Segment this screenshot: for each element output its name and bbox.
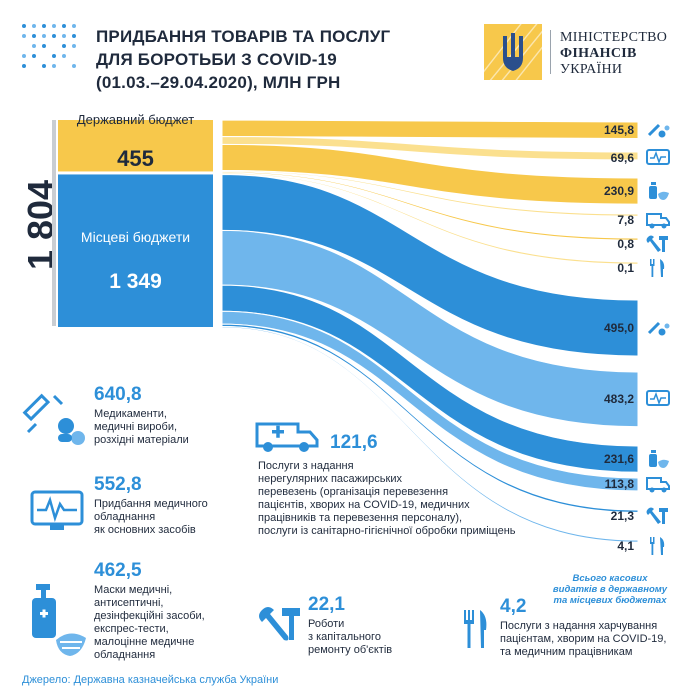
decor-dot bbox=[72, 64, 76, 68]
flow-value-label: 69,6 bbox=[610, 151, 634, 165]
decor-dot bbox=[72, 34, 76, 38]
flow-value-label: 483,2 bbox=[603, 392, 634, 407]
category-value-masks: 462,5 bbox=[94, 560, 142, 581]
heart-monitor-icon bbox=[646, 149, 670, 165]
logo-text-line3: УКРАЇНИ bbox=[560, 62, 623, 77]
flow-band bbox=[221, 173, 639, 357]
flow-value-label: 0,1 bbox=[617, 261, 634, 275]
repair-tools-icon bbox=[646, 507, 668, 524]
source-note: Джерело: Державна казначейська служба Ук… bbox=[22, 674, 279, 686]
flow-value-label: 113,8 bbox=[604, 477, 634, 491]
local-budgets-label: Місцеві бюджети bbox=[80, 229, 191, 245]
category-value-equipment: 552,8 bbox=[94, 474, 142, 495]
decor-dot bbox=[22, 64, 26, 68]
flow-value-label: 495,0 bbox=[603, 320, 634, 335]
flow-value-label: 0,8 bbox=[617, 237, 634, 251]
flow-band bbox=[221, 143, 639, 205]
flow-band bbox=[221, 135, 639, 161]
sanitizer-mask-icon bbox=[32, 584, 86, 656]
category-text-food: Послуги з надання харчування пацієнтам, … bbox=[500, 620, 667, 658]
decorative-dots bbox=[22, 24, 76, 68]
trident-emblem-icon bbox=[484, 24, 542, 80]
total-note: Всього касових видатків в державному та … bbox=[552, 573, 668, 606]
state-budget-value: 455 bbox=[117, 146, 154, 171]
sanitizer-mask-icon bbox=[649, 182, 669, 201]
logo-divider bbox=[550, 30, 551, 74]
sanitizer-mask-icon bbox=[649, 450, 669, 469]
decor-dot bbox=[42, 34, 46, 38]
category-text-masks: Маски медичні, антисептичні, дезінфекцій… bbox=[94, 584, 205, 661]
ambulance-icon bbox=[255, 422, 319, 452]
decor-dot bbox=[42, 64, 46, 68]
heart-monitor-icon bbox=[646, 390, 670, 407]
decor-dot bbox=[42, 44, 46, 48]
category-text-medicines: Медикаменти, медичні вироби, розхідні ма… bbox=[94, 408, 189, 446]
local-budgets-value: 1 349 bbox=[109, 270, 162, 293]
logo-text-line1: МІНІСТЕРСТВО bbox=[560, 30, 668, 45]
flow-value-label: 230,9 bbox=[603, 184, 634, 199]
decor-dot bbox=[32, 44, 36, 48]
flow-band bbox=[221, 284, 639, 473]
syringe-pills-icon bbox=[22, 393, 85, 445]
flow-band bbox=[221, 172, 639, 265]
repair-tools-icon bbox=[259, 607, 300, 641]
decor-dot bbox=[62, 54, 66, 58]
syringe-pills-icon bbox=[647, 124, 670, 138]
fork-knife-icon bbox=[650, 259, 665, 277]
page-title: ПРИДБАННЯ ТОВАРІВ ТА ПОСЛУГ ДЛЯ БОРОТЬБИ… bbox=[96, 27, 391, 92]
flow-value-label: 4,1 bbox=[617, 539, 634, 553]
flow-value-label: 7,8 bbox=[617, 213, 634, 227]
state-budget-label: Державний бюджет bbox=[76, 112, 195, 127]
logo-text-line2: ФІНАНСІВ bbox=[560, 46, 637, 61]
flow-band bbox=[221, 119, 639, 139]
fork-knife-icon bbox=[650, 537, 665, 555]
category-value-food: 4,2 bbox=[500, 596, 527, 617]
ambulance-icon bbox=[646, 213, 670, 229]
decor-dot bbox=[62, 24, 66, 28]
decor-dot bbox=[62, 44, 66, 48]
category-value-transport: 121,6 bbox=[330, 432, 378, 453]
total-bracket bbox=[52, 120, 56, 326]
decor-dot bbox=[42, 24, 46, 28]
flow-band bbox=[221, 169, 639, 217]
decor-dot bbox=[22, 24, 26, 28]
flow-value-label: 21,3 bbox=[610, 509, 634, 523]
decor-dot bbox=[72, 24, 76, 28]
fork-knife-icon bbox=[464, 610, 487, 648]
decor-dot bbox=[52, 54, 56, 58]
category-value-medicines: 640,8 bbox=[94, 384, 142, 405]
flow-value-label: 145,8 bbox=[603, 123, 634, 138]
local-budgets-block bbox=[58, 174, 213, 327]
decor-dot bbox=[22, 34, 26, 38]
state-budget-block bbox=[58, 120, 213, 172]
flow-value-label: 231,6 bbox=[603, 452, 634, 467]
decor-dot bbox=[32, 24, 36, 28]
flow-band bbox=[221, 326, 639, 543]
flow-band bbox=[221, 229, 639, 428]
decor-dot bbox=[52, 24, 56, 28]
decor-dot bbox=[32, 54, 36, 58]
flow-band bbox=[221, 310, 639, 492]
category-text-repair: Роботи з капітального ремонту об'єктів bbox=[308, 618, 393, 656]
heart-monitor-icon bbox=[30, 490, 84, 530]
decor-dot bbox=[62, 34, 66, 38]
decor-dot bbox=[22, 54, 26, 58]
flow-band bbox=[221, 171, 639, 241]
flow-band bbox=[221, 323, 639, 513]
ambulance-icon bbox=[646, 477, 670, 493]
decor-dot bbox=[52, 64, 56, 68]
syringe-pills-icon bbox=[647, 321, 670, 336]
category-text-equipment: Придбання медичного обладнання як основн… bbox=[94, 498, 208, 536]
category-value-repair: 22,1 bbox=[308, 594, 345, 615]
category-text-transport: Послуги з надання нерегулярних пасажирсь… bbox=[258, 460, 516, 537]
decor-dot bbox=[52, 34, 56, 38]
ministry-logo: МІНІСТЕРСТВО ФІНАНСІВ УКРАЇНИ bbox=[484, 24, 684, 80]
decor-dot bbox=[72, 44, 76, 48]
decor-dot bbox=[32, 34, 36, 38]
repair-tools-icon bbox=[646, 235, 668, 252]
